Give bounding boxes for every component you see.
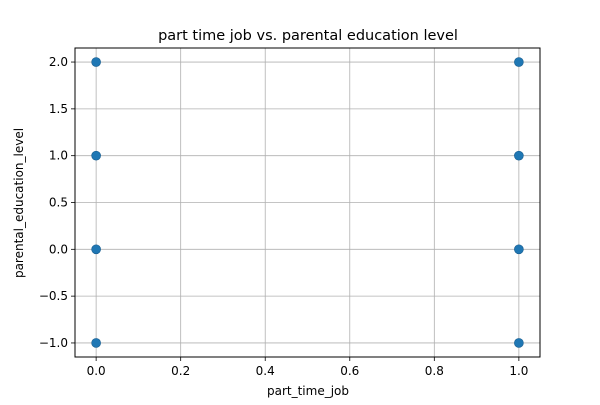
x-tick-label: 0.6 xyxy=(340,364,359,378)
y-tick-label: −0.5 xyxy=(39,289,68,303)
x-axis-ticks: 0.0 0.2 0.4 0.6 0.8 1.0 xyxy=(87,357,528,378)
data-point xyxy=(91,150,101,161)
chart-title: part time job vs. parental education lev… xyxy=(158,28,458,44)
data-point xyxy=(514,150,524,161)
y-tick-label: 1.0 xyxy=(49,149,68,163)
data-point xyxy=(91,338,101,348)
x-tick-label: 1.0 xyxy=(509,364,528,378)
data-point xyxy=(514,57,524,67)
data-points xyxy=(91,57,524,348)
grid-lines xyxy=(75,48,540,357)
x-tick-label: 0.0 xyxy=(87,364,106,378)
y-tick-label: 0.5 xyxy=(49,196,68,210)
y-axis-label: parental_education_level xyxy=(12,128,26,278)
y-axis-ticks: −1.0 −0.5 0.0 0.5 1.0 1.5 2.0 xyxy=(39,55,75,350)
x-axis-label: part_time_job xyxy=(267,384,349,398)
data-point xyxy=(514,244,524,255)
y-tick-label: 0.0 xyxy=(49,242,68,256)
data-point xyxy=(514,338,524,348)
data-point xyxy=(91,244,101,255)
y-tick-label: 2.0 xyxy=(49,55,68,69)
y-tick-label: 1.5 xyxy=(49,102,68,116)
x-tick-label: 0.4 xyxy=(256,364,275,378)
y-tick-label: −1.0 xyxy=(39,336,68,350)
x-tick-label: 0.8 xyxy=(425,364,444,378)
data-point xyxy=(91,57,101,67)
x-tick-label: 0.2 xyxy=(171,364,190,378)
